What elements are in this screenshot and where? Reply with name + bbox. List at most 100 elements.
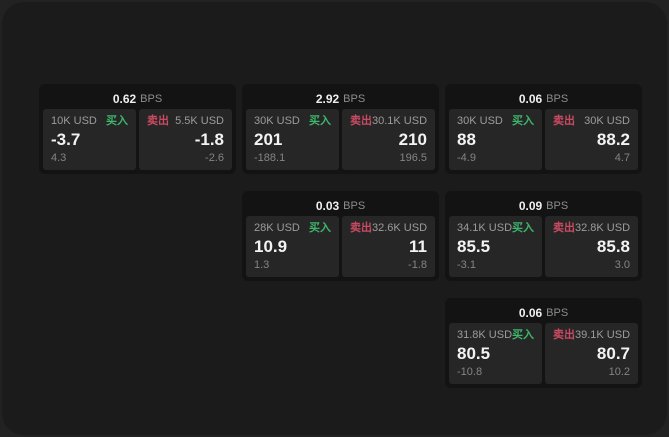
buy-top-row: 31.8K USD 买入: [457, 329, 534, 342]
sell-top-row: 卖出 5.5K USD: [147, 115, 224, 128]
sell-notional-label: 30K USD: [584, 115, 630, 127]
sell-panel[interactable]: 卖出 5.5K USD -1.8 -2.6: [139, 109, 232, 170]
card-header: 2.92 BPS: [246, 88, 435, 109]
sell-price-value: 88.2: [596, 130, 630, 149]
bps-value: 2.92: [315, 91, 340, 106]
sell-panel[interactable]: 卖出 32.6K USD 11 -1.8: [342, 216, 435, 277]
bps-unit-label: BPS: [546, 92, 569, 105]
buy-notional-label: 31.8K USD: [457, 329, 513, 341]
card-body: 10K USD 买入 -3.7 4.3 卖出 5.5K USD -1.8 -2.…: [43, 109, 232, 170]
bps-value: 0.09: [518, 198, 543, 213]
sell-panel[interactable]: 卖出 39.1K USD 80.7 10.2: [545, 323, 638, 384]
buy-panel[interactable]: 30K USD 买入 201 -188.1: [246, 109, 339, 170]
buy-delta-value: 1.3: [254, 259, 270, 271]
sell-notional-label: 32.6K USD: [371, 222, 428, 234]
buy-delta-value: -10.8: [457, 366, 483, 378]
quote-card: 2.92 BPS 30K USD 买入 201 -188.1 卖出 30.1K …: [242, 84, 439, 174]
buy-tag: 买入: [512, 222, 535, 234]
sell-tag: 卖出: [553, 222, 575, 234]
sell-delta-value: 196.5: [399, 152, 427, 164]
card-header: 0.06 BPS: [449, 302, 638, 323]
buy-panel[interactable]: 34.1K USD 买入 85.5 -3.1: [449, 216, 542, 277]
buy-notional-label: 30K USD: [254, 115, 300, 127]
quote-card: 0.03 BPS 28K USD 买入 10.9 1.3 卖出 32.6K US…: [242, 191, 439, 281]
buy-top-row: 30K USD 买入: [254, 115, 331, 128]
buy-tag: 买入: [106, 115, 128, 127]
buy-price-value: 88: [457, 130, 476, 149]
bps-unit-label: BPS: [343, 199, 366, 212]
sell-delta-value: 10.2: [608, 366, 630, 378]
card-body: 30K USD 买入 201 -188.1 卖出 30.1K USD 210 1…: [246, 109, 435, 170]
sell-tag: 卖出: [350, 115, 372, 127]
buy-tag: 买入: [309, 222, 331, 234]
buy-price-value: 201: [254, 130, 283, 149]
buy-notional-label: 34.1K USD: [457, 222, 513, 234]
sell-price-value: -1.8: [194, 130, 224, 149]
buy-panel[interactable]: 28K USD 买入 10.9 1.3: [246, 216, 339, 277]
card-header: 0.03 BPS: [246, 195, 435, 216]
sell-top-row: 卖出 32.8K USD: [553, 222, 630, 235]
bps-value: 0.03: [315, 198, 340, 213]
card-header: 0.62 BPS: [43, 88, 232, 109]
card-body: 28K USD 买入 10.9 1.3 卖出 32.6K USD 11 -1.8: [246, 216, 435, 277]
sell-panel[interactable]: 卖出 30.1K USD 210 196.5: [342, 109, 435, 170]
quote-card: 0.06 BPS 30K USD 买入 88 -4.9 卖出 30K USD 8…: [445, 84, 642, 174]
sell-tag: 卖出: [147, 115, 169, 127]
buy-top-row: 34.1K USD 买入: [457, 222, 534, 235]
sell-price-value: 80.7: [596, 344, 630, 363]
sell-notional-label: 5.5K USD: [175, 115, 224, 127]
sell-tag: 卖出: [553, 115, 575, 127]
buy-top-row: 30K USD 买入: [457, 115, 534, 128]
sell-notional-label: 30.1K USD: [371, 115, 428, 127]
buy-price-value: 10.9: [254, 237, 288, 256]
bps-unit-label: BPS: [546, 199, 569, 212]
sell-panel[interactable]: 卖出 32.8K USD 85.8 3.0: [545, 216, 638, 277]
sell-delta-value: 4.7: [614, 152, 630, 164]
sell-panel[interactable]: 卖出 30K USD 88.2 4.7: [545, 109, 638, 170]
buy-delta-value: -188.1: [254, 152, 286, 164]
sell-price-value: 85.8: [596, 237, 630, 256]
sell-top-row: 卖出 39.1K USD: [553, 329, 630, 342]
sell-delta-value: -2.6: [205, 152, 224, 164]
buy-panel[interactable]: 10K USD 买入 -3.7 4.3: [43, 109, 136, 170]
buy-delta-value: 4.3: [51, 152, 67, 164]
quote-card: 0.09 BPS 34.1K USD 买入 85.5 -3.1 卖出 32.8K…: [445, 191, 642, 281]
quote-card: 0.06 BPS 31.8K USD 买入 80.5 -10.8 卖出 39.1…: [445, 298, 642, 388]
sell-tag: 卖出: [553, 329, 575, 341]
card-header: 0.06 BPS: [449, 88, 638, 109]
sell-notional-label: 32.8K USD: [574, 222, 631, 234]
buy-notional-label: 28K USD: [254, 222, 300, 234]
buy-panel[interactable]: 31.8K USD 买入 80.5 -10.8: [449, 323, 542, 384]
sell-top-row: 卖出 30K USD: [553, 115, 630, 128]
buy-panel[interactable]: 30K USD 买入 88 -4.9: [449, 109, 542, 170]
bps-value: 0.06: [518, 91, 543, 106]
bps-unit-label: BPS: [140, 92, 163, 105]
sell-notional-label: 39.1K USD: [574, 329, 631, 341]
buy-price-value: -3.7: [51, 130, 81, 149]
sell-top-row: 卖出 32.6K USD: [350, 222, 427, 235]
quote-card-grid: 0.62 BPS 10K USD 买入 -3.7 4.3 卖出 5.5K USD…: [39, 84, 642, 388]
buy-price-value: 80.5: [457, 344, 491, 363]
sell-top-row: 卖出 30.1K USD: [350, 115, 427, 128]
buy-delta-value: -4.9: [457, 152, 476, 164]
sell-price-value: 11: [409, 237, 427, 256]
sell-delta-value: -1.8: [408, 259, 427, 271]
card-body: 30K USD 买入 88 -4.9 卖出 30K USD 88.2 4.7: [449, 109, 638, 170]
buy-price-value: 85.5: [457, 237, 491, 256]
card-body: 34.1K USD 买入 85.5 -3.1 卖出 32.8K USD 85.8…: [449, 216, 638, 277]
buy-notional-label: 10K USD: [51, 115, 97, 127]
buy-tag: 买入: [512, 329, 535, 341]
sell-delta-value: 3.0: [614, 259, 630, 271]
sell-tag: 卖出: [350, 222, 372, 234]
sell-price-value: 210: [398, 130, 427, 149]
quote-card: 0.62 BPS 10K USD 买入 -3.7 4.3 卖出 5.5K USD…: [39, 84, 236, 174]
buy-notional-label: 30K USD: [457, 115, 503, 127]
buy-top-row: 10K USD 买入: [51, 115, 128, 128]
card-body: 31.8K USD 买入 80.5 -10.8 卖出 39.1K USD 80.…: [449, 323, 638, 384]
bps-unit-label: BPS: [546, 306, 569, 319]
bps-value: 0.06: [518, 305, 543, 320]
card-header: 0.09 BPS: [449, 195, 638, 216]
bps-value: 0.62: [112, 91, 137, 106]
